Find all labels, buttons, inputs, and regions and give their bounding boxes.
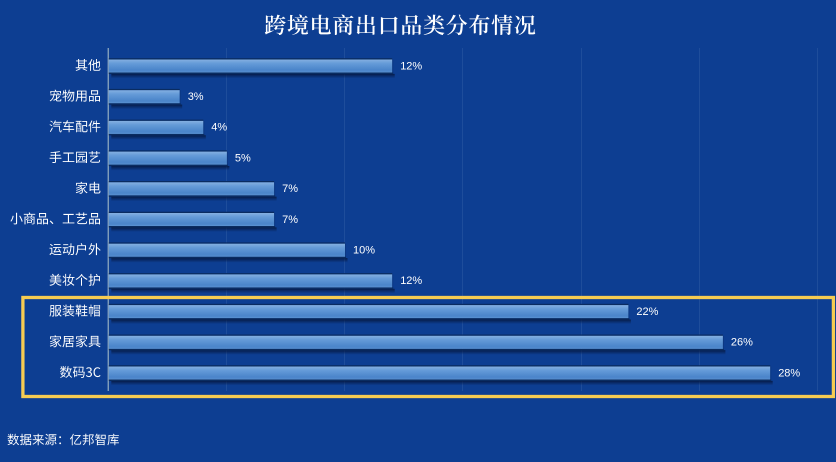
svg-text:28%: 28% [778,367,800,379]
svg-text:12%: 12% [400,60,422,72]
svg-text:10%: 10% [353,245,375,257]
svg-text:3%: 3% [188,91,204,103]
svg-text:12%: 12% [400,275,422,287]
svg-text:22%: 22% [636,306,658,318]
svg-text:26%: 26% [731,337,753,349]
svg-text:7%: 7% [282,183,298,195]
svg-text:7%: 7% [282,214,298,226]
svg-text:4%: 4% [211,122,227,134]
svg-text:5%: 5% [235,152,251,164]
